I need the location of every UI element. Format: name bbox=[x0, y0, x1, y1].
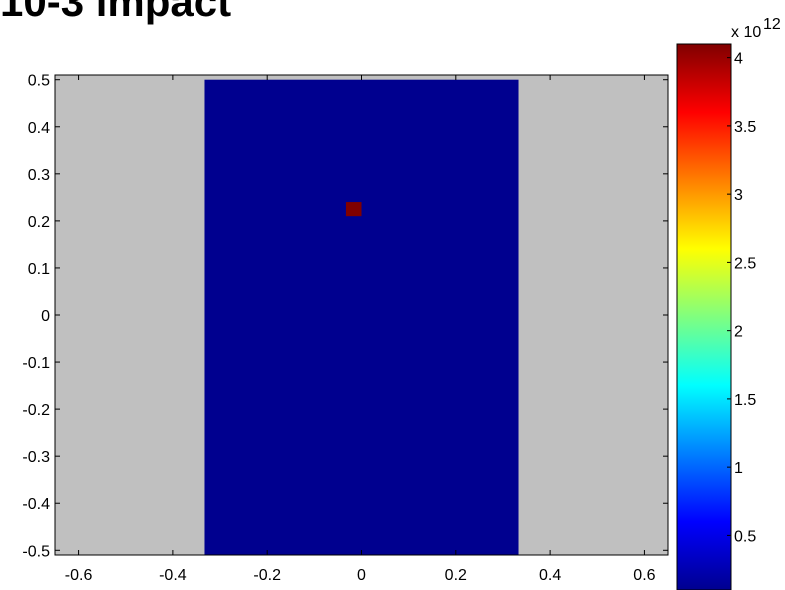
x-tick-label: -0.4 bbox=[159, 567, 187, 584]
heatmap-hotspot bbox=[346, 202, 362, 216]
colorbar-tick-label: 3 bbox=[734, 187, 743, 204]
x-tick-label: 0.6 bbox=[633, 567, 655, 584]
heatmap-field bbox=[204, 80, 518, 555]
colorbar-multiplier-exponent: 12 bbox=[763, 16, 781, 33]
y-tick-label: 0 bbox=[41, 308, 50, 325]
colorbar-tick-label: 1.5 bbox=[734, 392, 756, 409]
x-tick-label: 0.4 bbox=[539, 567, 561, 584]
colorbar-multiplier-base: x 10 bbox=[731, 24, 761, 41]
y-tick-label: 0.2 bbox=[28, 214, 50, 231]
y-tick-label: -0.4 bbox=[22, 496, 50, 513]
y-tick-label: -0.3 bbox=[22, 449, 50, 466]
y-tick-label: 0.1 bbox=[28, 261, 50, 278]
colorbar-tick-label: 1 bbox=[734, 460, 743, 477]
y-tick-label: -0.2 bbox=[22, 402, 50, 419]
y-tick-label: -0.5 bbox=[22, 543, 50, 560]
y-tick-label: 0.4 bbox=[28, 120, 50, 137]
y-tick-label: 0.3 bbox=[28, 167, 50, 184]
y-tick-label: -0.1 bbox=[22, 355, 50, 372]
colorbar-tick-label: 3.5 bbox=[734, 119, 756, 136]
colorbar bbox=[677, 44, 731, 590]
x-tick-label: -0.2 bbox=[253, 567, 281, 584]
colorbar-tick-label: 2.5 bbox=[734, 255, 756, 272]
colorbar-tick-label: 0.5 bbox=[734, 528, 756, 545]
x-tick-label: 0.2 bbox=[445, 567, 467, 584]
x-tick-label: 0 bbox=[357, 567, 366, 584]
y-tick-label: 0.5 bbox=[28, 73, 50, 90]
colorbar-tick-label: 2 bbox=[734, 324, 743, 341]
x-tick-label: -0.6 bbox=[65, 567, 93, 584]
colorbar-tick-label: 4 bbox=[734, 51, 743, 68]
